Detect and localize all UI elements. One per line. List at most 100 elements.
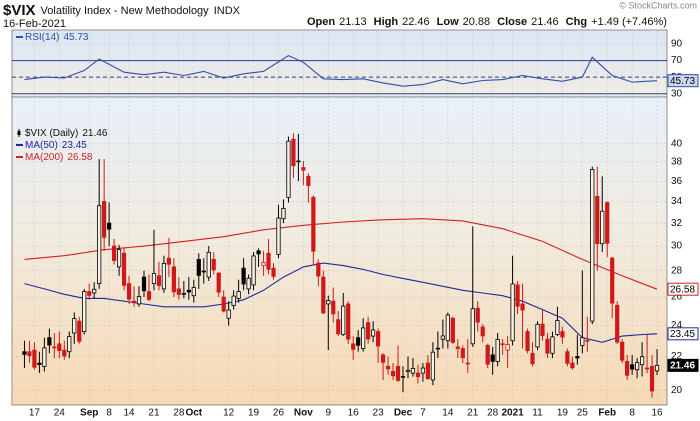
candle-body	[450, 317, 455, 343]
candle-body	[171, 266, 176, 293]
candle-body	[475, 307, 480, 323]
series-line	[24, 262, 658, 343]
y-tick-label: 28	[671, 265, 683, 276]
legend-name: MA(50)	[25, 140, 58, 151]
candle-body	[410, 367, 416, 374]
x-tick-label: 14	[123, 408, 135, 419]
x-tick-label: 7	[420, 408, 426, 419]
legend-value: 26.58	[67, 152, 92, 163]
x-tick-label: Sep	[80, 408, 98, 419]
quote-label: Open	[307, 16, 335, 28]
x-tick-label: 25	[577, 408, 589, 419]
candle-body	[470, 308, 475, 345]
candle-body	[301, 167, 306, 171]
candle-body	[191, 287, 196, 297]
candle-body	[331, 300, 336, 315]
candle-body	[141, 276, 147, 292]
candle-body	[116, 249, 122, 268]
candle-body	[565, 351, 570, 364]
symbol-name: Volatility Index - New Methodology	[41, 5, 210, 17]
candle-body	[161, 262, 167, 290]
value-badge-label: 45.73	[670, 76, 695, 87]
x-tick-label: 8	[106, 408, 112, 419]
y-tick-label: 90	[671, 39, 683, 50]
legend-entry: MA(200) 26.58	[25, 152, 93, 163]
candle-body	[535, 323, 540, 348]
candle-body	[121, 252, 127, 286]
candle-body	[615, 304, 620, 343]
candle-body	[595, 195, 600, 245]
candle-body	[87, 291, 92, 296]
legend-icon	[17, 131, 21, 135]
candle-body	[520, 303, 525, 311]
value-badge	[667, 327, 699, 341]
legend-value: 21.46	[82, 128, 107, 139]
candle-body	[480, 326, 485, 337]
quote-label: Low	[437, 16, 459, 28]
x-tick-label: 8	[629, 408, 635, 419]
candle-body	[156, 275, 162, 286]
candle-body	[356, 337, 361, 346]
candle-body	[510, 283, 515, 342]
candle-body	[380, 354, 386, 363]
candle-body	[550, 336, 555, 354]
candle-body	[430, 351, 435, 381]
candle-body	[580, 337, 585, 346]
candle-body	[385, 365, 391, 370]
candle-body	[440, 335, 445, 340]
candle-body	[420, 367, 426, 374]
candle-body	[600, 210, 605, 245]
y-tick-label: 24	[671, 320, 683, 331]
quote-label: High	[374, 16, 399, 28]
candle-body	[97, 205, 102, 285]
x-tick-label: Oct	[185, 408, 202, 419]
candle-body	[361, 327, 366, 349]
candle-body	[102, 201, 107, 238]
y-tick-label: 38	[671, 157, 683, 168]
x-tick-label: 21	[148, 408, 160, 419]
candle-body	[181, 292, 186, 295]
candle-body	[555, 320, 560, 335]
x-tick-label: 28	[173, 408, 185, 419]
candle-body	[316, 262, 321, 277]
candle-body	[271, 267, 276, 277]
candle-body	[465, 362, 470, 365]
candle-body	[346, 303, 351, 340]
candle-body	[231, 295, 236, 306]
y-tick-label: 70	[671, 55, 683, 66]
candle-body	[620, 341, 625, 361]
candle-body	[42, 347, 47, 367]
y-tick-label: 32	[671, 218, 683, 229]
x-tick-label: 24	[54, 408, 66, 419]
candle-body	[460, 348, 465, 359]
x-tick-label: 2021	[501, 408, 524, 419]
candle-body	[490, 354, 495, 362]
value-badge	[667, 358, 699, 372]
value-badge	[667, 74, 699, 88]
candle-body	[560, 331, 565, 338]
candle-body	[649, 365, 655, 392]
candle-body	[201, 270, 206, 273]
x-tick-label: 12	[223, 408, 235, 419]
candle-body	[107, 222, 112, 230]
candle-body	[635, 362, 640, 371]
series-line	[24, 218, 658, 290]
candle-body	[395, 365, 401, 381]
candle-body	[610, 257, 615, 304]
candle-body	[625, 361, 630, 376]
y-tick-label: 26	[671, 292, 683, 303]
quote-value: 20.88	[463, 16, 491, 28]
y-tick-label: 22	[671, 351, 683, 362]
x-tick-label: 16	[651, 408, 663, 419]
x-tick-label: 26	[273, 408, 285, 419]
y-tick-label: 30	[671, 241, 683, 252]
candle-body	[390, 371, 396, 377]
candle-body	[206, 251, 211, 278]
candle-body	[22, 351, 27, 355]
candle-body	[251, 255, 256, 286]
candle-body	[311, 196, 316, 252]
quote-value: 21.13	[339, 16, 367, 28]
x-tick-label: 23	[373, 408, 385, 419]
candle-body	[47, 337, 52, 346]
candle-body	[37, 362, 42, 365]
